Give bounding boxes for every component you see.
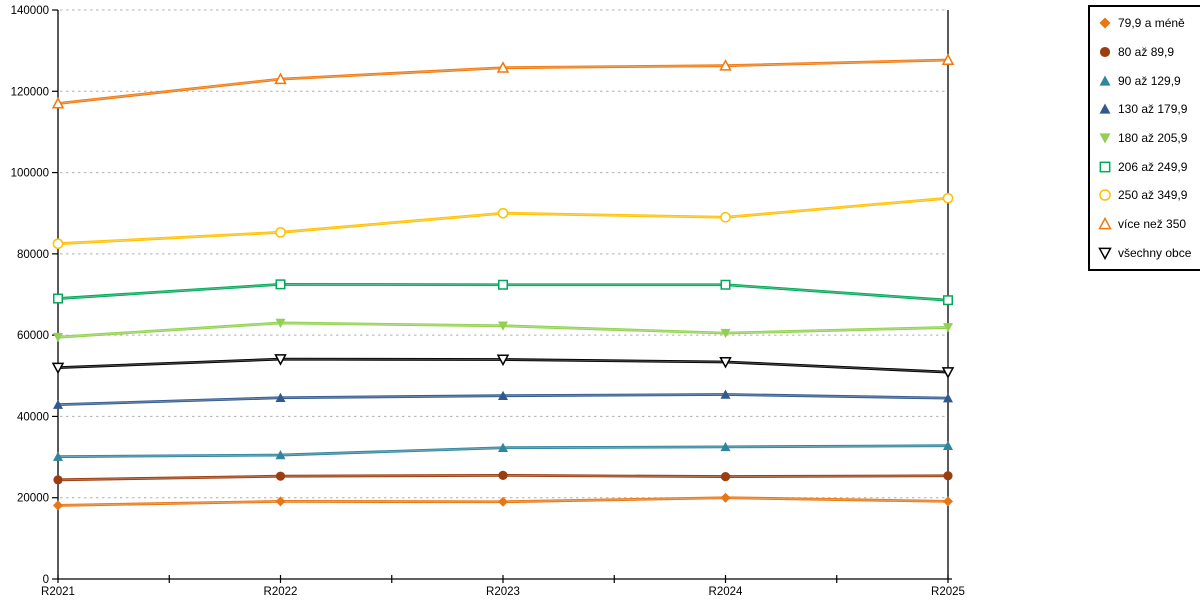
data-point-marker [942, 192, 954, 204]
data-point-marker [1099, 161, 1111, 173]
triangle-up-hollow-legend-icon [1098, 216, 1112, 230]
legend-label: 90 až 129,9 [1118, 73, 1181, 88]
data-point-marker [275, 318, 286, 328]
data-point-marker [498, 442, 508, 452]
data-point-marker [496, 61, 510, 73]
legend-item: 80 až 89,9 [1098, 38, 1200, 66]
data-point-marker [941, 367, 955, 379]
data-point-marker [496, 354, 510, 367]
x-tick-label: R2023 [486, 586, 520, 598]
legend-label: 79,9 a méně [1118, 16, 1185, 31]
data-point-marker [274, 72, 287, 85]
data-point-marker [275, 279, 286, 290]
triangle-down-hollow-legend-icon [1098, 247, 1112, 260]
legend-item: 130 až 179,9 [1098, 95, 1200, 123]
data-point-marker [53, 332, 63, 343]
data-point-marker [720, 441, 731, 452]
data-point-marker [943, 323, 953, 333]
data-point-marker [498, 496, 508, 507]
legend-label: 130 až 179,9 [1118, 102, 1188, 117]
x-tick-label: R2024 [709, 586, 743, 598]
data-point-marker [275, 450, 286, 460]
legend-item: 79,9 a méně [1098, 9, 1200, 37]
legend: 79,9 a méně 80 až 89,9 90 až 129,9 130 až 1… [1088, 5, 1200, 271]
data-point-marker [943, 440, 953, 450]
data-point-marker [275, 392, 286, 402]
legend-label: všechny obce [1118, 245, 1192, 260]
data-point-marker [1099, 189, 1111, 202]
y-tick-label: 40000 [17, 411, 49, 423]
y-tick-label: 20000 [17, 493, 49, 505]
data-point-marker [51, 362, 65, 375]
legend-label: 80 až 89,9 [1118, 44, 1175, 59]
y-tick-label: 80000 [17, 249, 49, 261]
data-point-marker [720, 328, 731, 339]
legend-label: 250 až 349,9 [1118, 188, 1188, 203]
data-point-marker [720, 471, 731, 482]
data-point-marker [52, 238, 64, 250]
data-point-marker [1098, 216, 1112, 230]
data-point-marker [53, 399, 63, 409]
data-point-marker [498, 279, 508, 290]
data-point-marker [498, 470, 508, 480]
triangle-down-filled-legend-icon [1099, 133, 1111, 144]
legend-label: 206 až 249,9 [1118, 159, 1188, 174]
legend-label: 180 až 205,9 [1118, 130, 1188, 145]
data-point-marker [53, 451, 63, 461]
legend-item: 180 až 205,9 [1098, 124, 1200, 152]
data-point-marker [943, 471, 953, 481]
data-point-marker [275, 471, 286, 481]
data-point-marker [719, 59, 732, 71]
data-point-marker [1099, 75, 1111, 86]
data-point-marker [53, 293, 63, 304]
data-point-marker [720, 279, 731, 290]
x-tick-label: R2021 [41, 586, 75, 598]
data-point-marker [275, 496, 286, 507]
y-tick-label: 0 [43, 574, 49, 586]
x-tick-label: R2022 [264, 586, 298, 598]
data-point-marker [53, 500, 63, 511]
y-tick-label: 120000 [11, 86, 49, 98]
data-point-marker [943, 496, 953, 507]
triangle-up-filled-legend-icon [1099, 103, 1111, 114]
circle-hollow-legend-icon [1099, 189, 1111, 202]
data-point-marker [1099, 133, 1111, 144]
data-point-marker [943, 393, 953, 403]
data-point-marker [1098, 247, 1112, 260]
x-tick-label: R2025 [931, 586, 965, 598]
data-point-marker [497, 207, 509, 219]
data-point-marker [719, 356, 732, 369]
circle-filled-legend-icon [1099, 46, 1111, 58]
data-point-marker [53, 475, 63, 485]
y-tick-label: 60000 [17, 330, 49, 342]
data-point-marker [941, 53, 955, 65]
y-tick-label: 100000 [11, 168, 49, 180]
legend-item: 250 až 349,9 [1098, 181, 1200, 209]
data-point-marker [720, 211, 731, 223]
legend-item: všechny obce [1098, 239, 1200, 267]
data-point-marker [275, 226, 286, 238]
series-line-gloss [57, 197, 949, 245]
data-point-marker [498, 321, 508, 331]
data-point-marker [720, 389, 731, 399]
data-point-marker [498, 390, 508, 400]
data-point-marker [274, 354, 287, 366]
data-point-marker [943, 295, 953, 306]
legend-item: 90 až 129,9 [1098, 67, 1200, 95]
legend-item: 206 až 249,9 [1098, 153, 1200, 181]
data-point-marker [720, 492, 731, 503]
data-point-marker [1099, 103, 1111, 114]
square-hollow-legend-icon [1099, 161, 1111, 173]
diamond-filled-legend-icon [1099, 17, 1111, 29]
legend-label: více než 350 [1118, 216, 1187, 231]
data-point-marker [51, 96, 65, 109]
data-point-marker [1099, 17, 1111, 29]
y-tick-label: 140000 [11, 5, 49, 17]
data-point-marker [1099, 46, 1111, 58]
triangle-up-filled-legend-icon [1099, 75, 1111, 86]
legend-item: více než 350 [1098, 210, 1200, 238]
